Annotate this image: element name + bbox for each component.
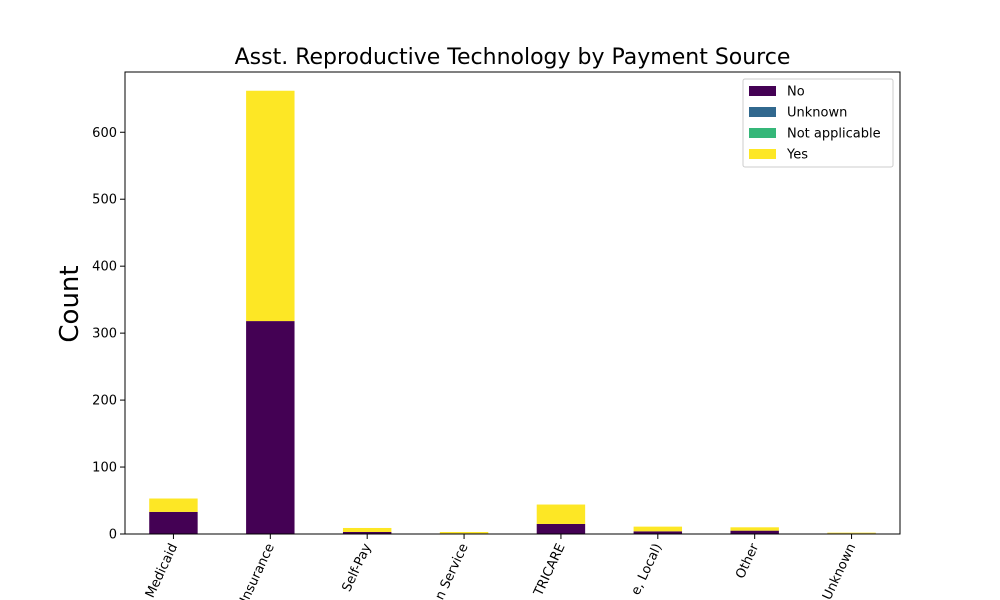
bar-segment <box>536 504 586 524</box>
bar-segment <box>149 511 198 534</box>
x-tick-label: Medicaid <box>143 541 181 600</box>
y-tick-label: 200 <box>92 394 117 409</box>
legend-label: Yes <box>786 148 808 163</box>
bar-segment <box>246 90 295 322</box>
x-tick-label: TRICARE <box>531 541 569 599</box>
legend: No Unknown Not applicable Yes <box>742 78 894 168</box>
y-axis: 0 100 200 300 400 500 600 <box>92 126 125 543</box>
legend-label: Unknown <box>787 106 847 121</box>
bar-segment <box>536 523 586 534</box>
y-tick-label: 300 <box>92 327 117 342</box>
bar-segment <box>633 526 683 532</box>
legend-label: No <box>787 85 805 100</box>
legend-label: Not applicable <box>787 127 881 142</box>
x-tick-label: Self-Pay <box>340 541 375 594</box>
y-tick-label: 100 <box>92 461 117 476</box>
bars-group <box>149 90 876 534</box>
x-tick-label: n Service <box>433 541 472 600</box>
y-tick-label: 400 <box>92 260 117 275</box>
y-tick-label: 500 <box>92 193 117 208</box>
bar-segment <box>246 321 295 534</box>
bar-segment <box>149 498 198 512</box>
legend-swatch <box>749 128 776 138</box>
legend-swatch <box>749 149 776 159</box>
x-tick-label: e, Local) <box>629 541 666 597</box>
y-tick-label: 0 <box>109 528 117 543</box>
legend-swatch <box>749 107 776 117</box>
x-tick-label: Insurance <box>237 541 278 600</box>
bar-segment <box>730 530 779 534</box>
plot-frame <box>124 71 901 535</box>
bar-segment <box>342 531 392 534</box>
x-axis: Medicaid Insurance Self-Pay n Service TRICAR… <box>143 534 859 600</box>
bar-segment <box>439 531 489 534</box>
bar-segment <box>633 531 683 534</box>
x-tick-label: Unknown <box>820 541 859 600</box>
bar-segment <box>342 527 392 532</box>
chart-title: Asst. Reproductive Technology by Payment… <box>235 45 791 70</box>
y-axis-label: Count <box>55 265 85 342</box>
legend-swatch <box>749 86 776 96</box>
legend-box <box>742 78 894 168</box>
bar-segment <box>827 532 876 534</box>
bar-segment <box>730 527 779 531</box>
x-tick-label: Other <box>733 541 762 581</box>
y-tick-label: 600 <box>92 126 117 141</box>
